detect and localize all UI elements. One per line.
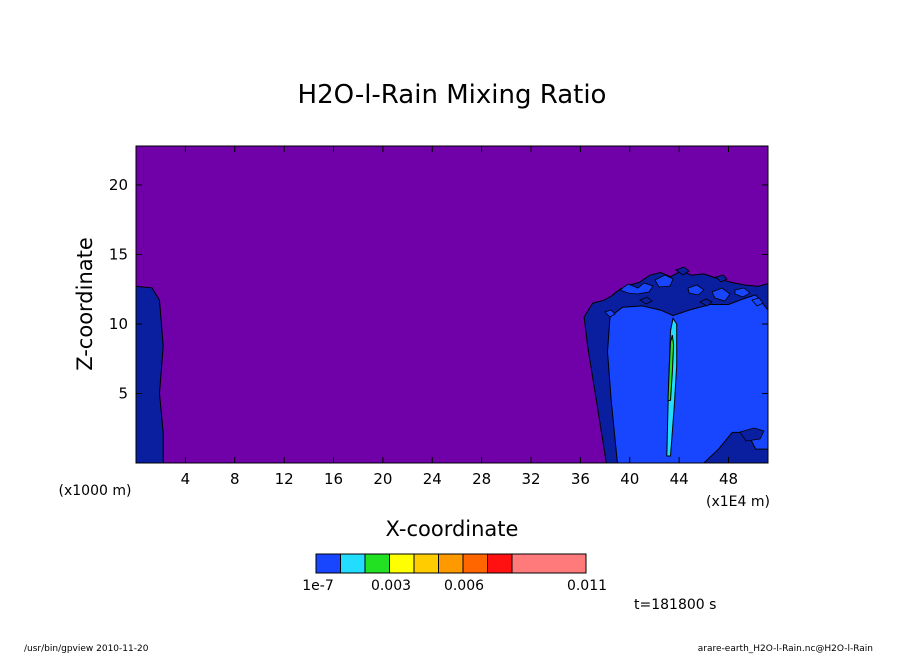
x-tick-label: 8	[230, 470, 240, 488]
colorbar-swatch	[315, 553, 341, 574]
colorbar-swatch	[413, 553, 439, 574]
y-tick-label: 20	[109, 176, 128, 194]
x-tick-label: 40	[620, 470, 639, 488]
x-axis: 4 8 12 16 20 24 28 32 36 40 44 48	[181, 146, 738, 488]
colorbar: 1e-7 0.003 0.006 0.011	[302, 553, 607, 594]
x-tick-label: 36	[571, 470, 590, 488]
speckle	[639, 296, 653, 305]
speckle	[699, 298, 713, 307]
x-tick-label: 24	[423, 470, 442, 488]
speckle	[654, 274, 674, 288]
colorbar-swatch	[364, 553, 390, 574]
colorbar-swatch	[462, 553, 488, 574]
speckle	[751, 297, 764, 307]
colorbar-label: 0.006	[444, 578, 484, 594]
x-tick-label: 28	[472, 470, 491, 488]
speckle	[711, 287, 731, 302]
x-tick-label: 4	[181, 470, 191, 488]
speckle	[619, 282, 654, 295]
footer-left: /usr/bin/gpview 2010-11-20	[24, 644, 149, 654]
y-tick-label: 15	[109, 245, 128, 263]
y-tick-label: 10	[109, 315, 128, 333]
x-tick-label: 32	[521, 470, 540, 488]
colorbar-label: 1e-7	[302, 578, 333, 594]
colorbar-swatch	[340, 553, 366, 574]
chart-title: H2O-l-Rain Mixing Ratio	[298, 80, 607, 110]
y-axis-title: Z-coordinate	[73, 237, 97, 371]
x-tick-label: 44	[670, 470, 689, 488]
plot-frame	[135, 145, 769, 464]
x-tick-label: 12	[275, 470, 294, 488]
speckle	[739, 427, 765, 442]
colorbar-label: 0.011	[567, 578, 607, 594]
x-tick-label: 20	[373, 470, 392, 488]
speckle	[675, 266, 690, 276]
contour-regions	[136, 270, 768, 463]
cloud-top-speckles	[604, 266, 765, 442]
time-label: t=181800 s	[634, 597, 716, 613]
x-axis-unit: (x1E4 m)	[706, 494, 770, 510]
colorbar-swatch	[438, 553, 464, 574]
colorbar-swatch	[511, 553, 587, 574]
y-axis: 5 10 15 20	[109, 176, 768, 402]
colorbar-label: 0.003	[371, 578, 411, 594]
speckle	[687, 284, 705, 296]
speckle	[734, 287, 751, 298]
x-axis-title: X-coordinate	[386, 517, 519, 541]
footer-right: arare-earth_H2O-l-Rain.nc@H2O-l-Rain	[698, 644, 873, 654]
x-tick-label: 48	[719, 470, 738, 488]
contour-region	[136, 285, 164, 463]
colorbar-swatch	[389, 553, 415, 574]
plot-area	[135, 145, 769, 464]
y-tick-label: 5	[118, 384, 128, 402]
speckle	[604, 309, 616, 318]
speckle	[715, 274, 728, 283]
y-axis-unit: (x1000 m)	[59, 483, 132, 499]
colorbar-swatch	[487, 553, 513, 574]
x-tick-label: 16	[324, 470, 343, 488]
contour-region	[667, 334, 675, 401]
